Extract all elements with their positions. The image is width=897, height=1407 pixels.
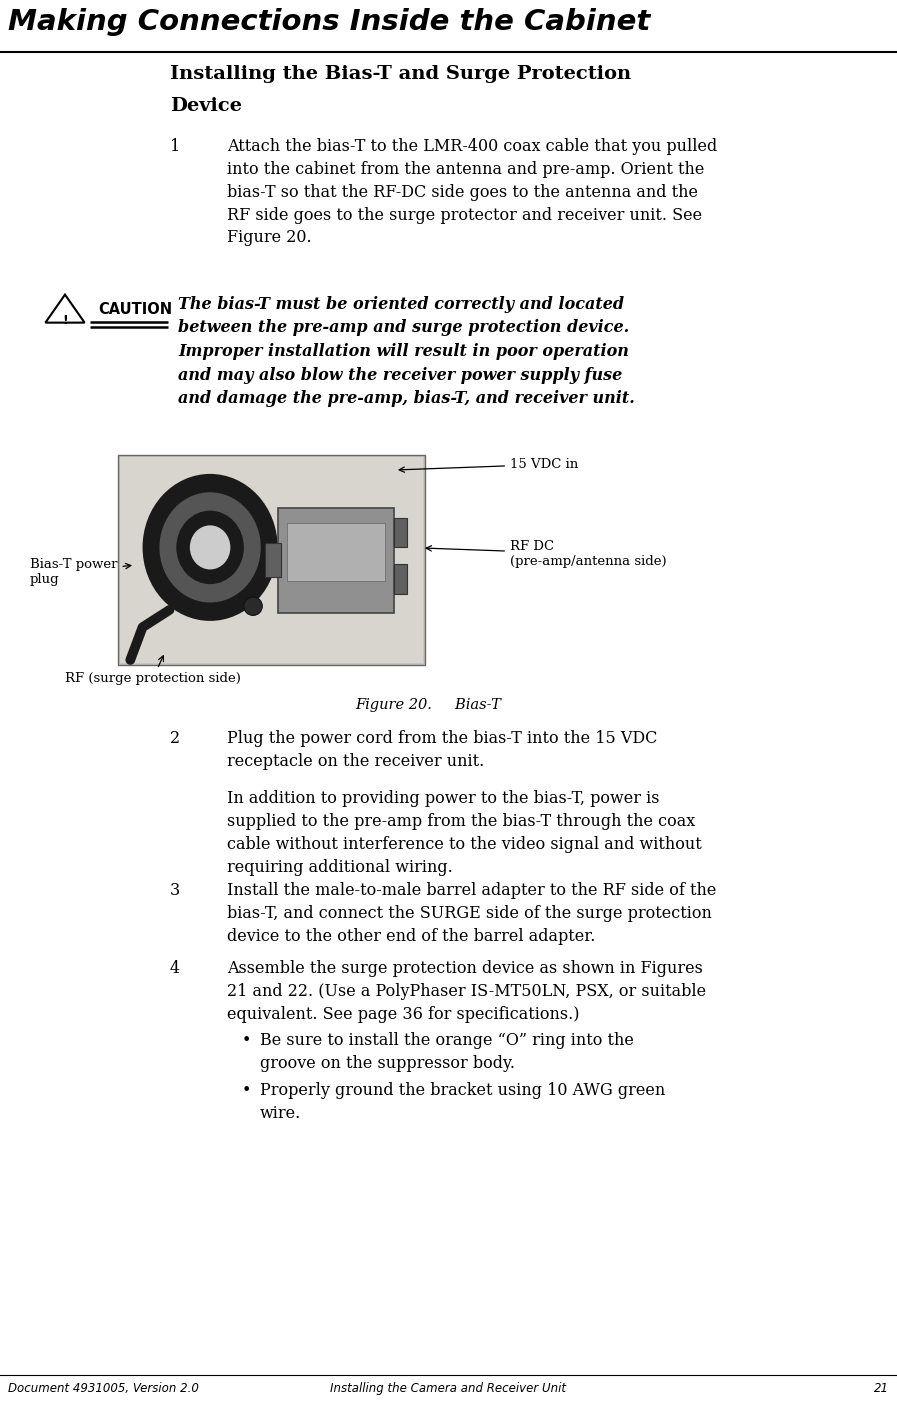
Text: RF DC
(pre-amp/antenna side): RF DC (pre-amp/antenna side) (426, 540, 666, 568)
Bar (120, 457, 423, 663)
Text: Be sure to install the orange “O” ring into the
groove on the suppressor body.: Be sure to install the orange “O” ring i… (260, 1031, 634, 1072)
Text: Plug the power cord from the bias-T into the 15 VDC
receptacle on the receiver u: Plug the power cord from the bias-T into… (227, 730, 658, 770)
Text: !: ! (62, 314, 68, 326)
Text: 2: 2 (170, 730, 180, 747)
Text: Installing the Bias-T and Surge Protection: Installing the Bias-T and Surge Protecti… (170, 65, 631, 83)
Text: Properly ground the bracket using 10 AWG green
wire.: Properly ground the bracket using 10 AWG… (260, 1082, 666, 1121)
Text: Bias-T power
plug: Bias-T power plug (30, 559, 131, 585)
Text: Figure 20.     Bias-T: Figure 20. Bias-T (355, 698, 501, 712)
Text: CAUTION: CAUTION (98, 303, 172, 317)
Text: In addition to providing power to the bias-T, power is
supplied to the pre-amp f: In addition to providing power to the bi… (227, 789, 701, 875)
Text: •: • (242, 1082, 251, 1099)
Ellipse shape (177, 511, 244, 584)
Text: The bias-T must be oriented correctly and located
between the pre-amp and surge : The bias-T must be oriented correctly an… (178, 295, 635, 407)
Bar (266, 543, 281, 577)
Text: 21: 21 (874, 1382, 889, 1394)
Text: Assemble the surge protection device as shown in Figures
21 and 22. (Use a PolyP: Assemble the surge protection device as … (227, 960, 706, 1023)
Text: Attach the bias-T to the LMR-400 coax cable that you pulled
into the cabinet fro: Attach the bias-T to the LMR-400 coax ca… (227, 138, 718, 246)
Text: RF (surge protection side): RF (surge protection side) (65, 656, 241, 685)
Ellipse shape (160, 492, 261, 602)
Text: 15 VDC in: 15 VDC in (399, 459, 579, 473)
Text: Installing the Camera and Receiver Unit: Installing the Camera and Receiver Unit (330, 1382, 567, 1394)
Text: •: • (242, 1031, 251, 1050)
Bar (118, 454, 425, 666)
Circle shape (244, 597, 262, 615)
Ellipse shape (143, 474, 278, 620)
Bar (287, 523, 385, 581)
Text: 4: 4 (170, 960, 180, 976)
Bar (395, 518, 406, 547)
Text: Device: Device (170, 97, 242, 115)
Text: Document 4931005, Version 2.0: Document 4931005, Version 2.0 (8, 1382, 199, 1394)
Text: Making Connections Inside the Cabinet: Making Connections Inside the Cabinet (8, 8, 650, 37)
Ellipse shape (190, 525, 231, 570)
Bar (278, 508, 395, 612)
Bar (395, 564, 406, 594)
Text: 3: 3 (170, 882, 180, 899)
Text: 1: 1 (170, 138, 180, 155)
Text: Install the male-to-male barrel adapter to the RF side of the
bias-T, and connec: Install the male-to-male barrel adapter … (227, 882, 717, 944)
